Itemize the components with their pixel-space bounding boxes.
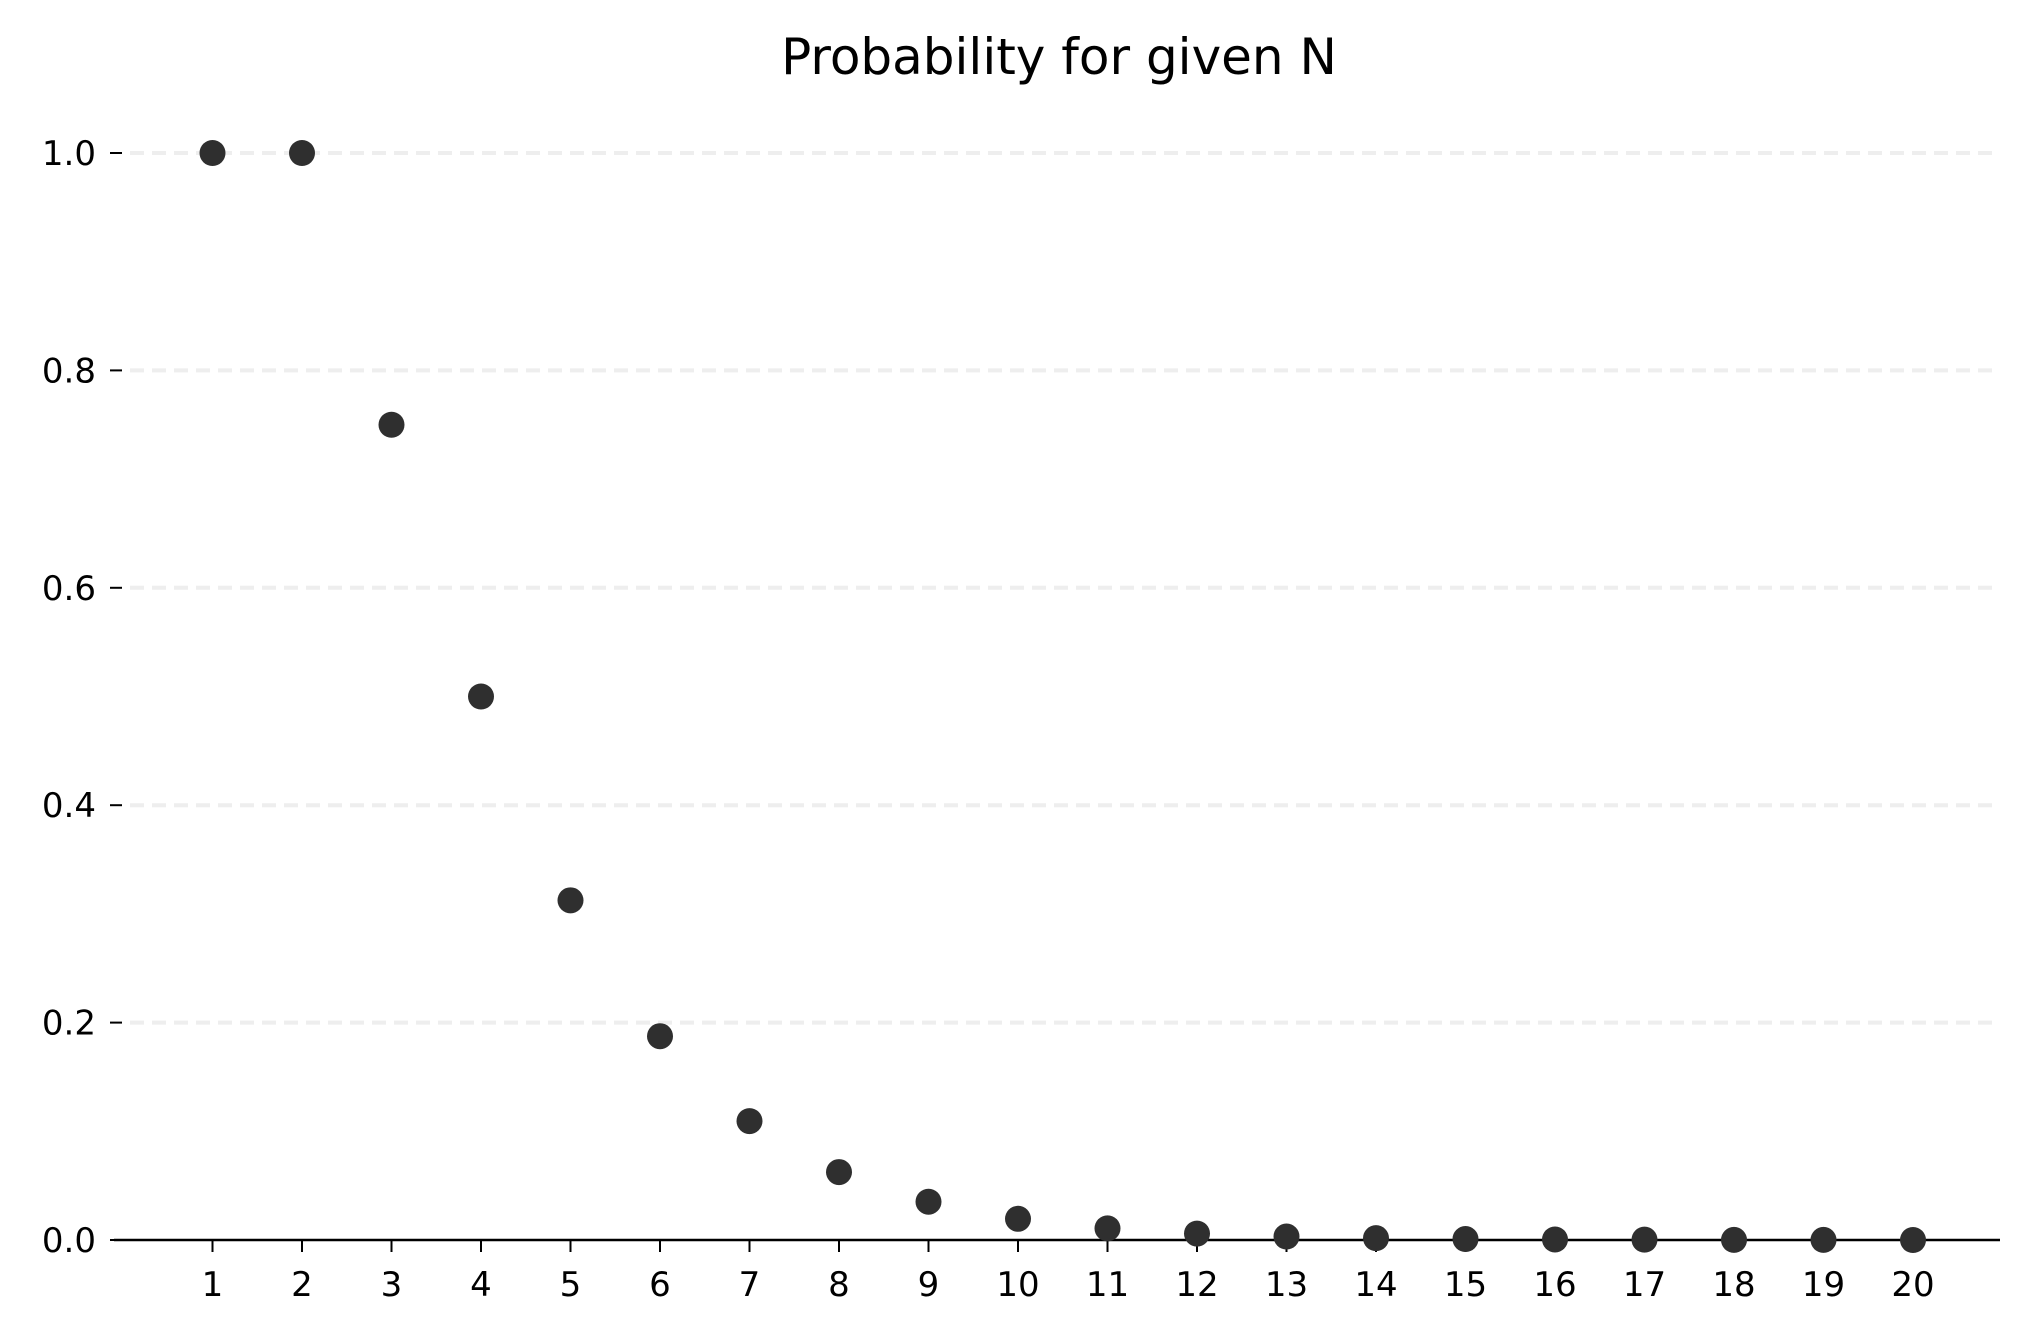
data-point-3 <box>378 411 405 438</box>
grid-lines <box>130 151 2000 1025</box>
x-tick-label-10: 11 <box>1086 1265 1129 1305</box>
x-tick-label-17: 18 <box>1712 1265 1755 1305</box>
chart-title: Probability for given N <box>781 28 1337 86</box>
data-point-16 <box>1542 1226 1568 1253</box>
x-tick-label-15: 16 <box>1533 1265 1576 1305</box>
x-tick-label-4: 5 <box>560 1265 582 1305</box>
x-tick-label-14: 15 <box>1444 1265 1487 1305</box>
x-tick-label-5: 6 <box>649 1265 671 1305</box>
data-point-2 <box>289 140 315 166</box>
x-tick-label-13: 14 <box>1354 1265 1397 1305</box>
x-tick-label-12: 13 <box>1265 1265 1308 1305</box>
x-tick-label-9: 10 <box>996 1265 1039 1305</box>
tick-labels: 0.00.20.40.60.81.01 2 3 4 5 6 7 8 9 10 11 12 13 14 15 1… <box>42 134 1935 1305</box>
y-tick-label-2: 0.4 <box>42 786 96 826</box>
x-tick-label-18: 19 <box>1802 1265 1845 1305</box>
data-point-4 <box>468 683 494 710</box>
data-point-1 <box>199 140 226 166</box>
data-point-13 <box>1273 1223 1300 1250</box>
data-points <box>199 140 1926 1253</box>
data-point-12 <box>1184 1220 1210 1247</box>
data-point-11 <box>1094 1215 1121 1242</box>
x-tick-label-7: 8 <box>828 1265 850 1305</box>
data-point-10 <box>1005 1205 1031 1232</box>
y-tick-label-1: 0.2 <box>42 1004 96 1044</box>
data-point-19 <box>1810 1226 1837 1253</box>
x-tick-label-16: 17 <box>1623 1265 1666 1305</box>
y-tick-label-3: 0.6 <box>42 569 96 609</box>
data-point-8 <box>826 1159 852 1186</box>
x-tick-label-1: 2 <box>291 1265 313 1305</box>
data-point-17 <box>1631 1226 1658 1253</box>
x-tick-label-6: 7 <box>739 1265 761 1305</box>
data-point-20 <box>1900 1227 1926 1253</box>
data-point-14 <box>1363 1225 1389 1252</box>
data-point-7 <box>736 1108 763 1135</box>
x-tick-label-3: 4 <box>470 1265 492 1305</box>
data-point-15 <box>1452 1226 1479 1253</box>
x-tick-label-19: 20 <box>1891 1265 1934 1305</box>
x-tick-label-8: 9 <box>918 1265 940 1305</box>
x-tick-label-2: 3 <box>381 1265 403 1305</box>
data-point-5 <box>557 887 584 914</box>
data-point-18 <box>1721 1226 1747 1253</box>
x-tick-label-11: 12 <box>1175 1265 1218 1305</box>
data-point-6 <box>647 1023 673 1050</box>
y-tick-label-4: 0.8 <box>42 351 96 391</box>
x-tick-label-0: 1 <box>202 1265 224 1305</box>
y-tick-label-5: 1.0 <box>42 134 96 174</box>
data-point-9 <box>915 1188 942 1215</box>
y-tick-label-0: 0.0 <box>42 1221 96 1261</box>
